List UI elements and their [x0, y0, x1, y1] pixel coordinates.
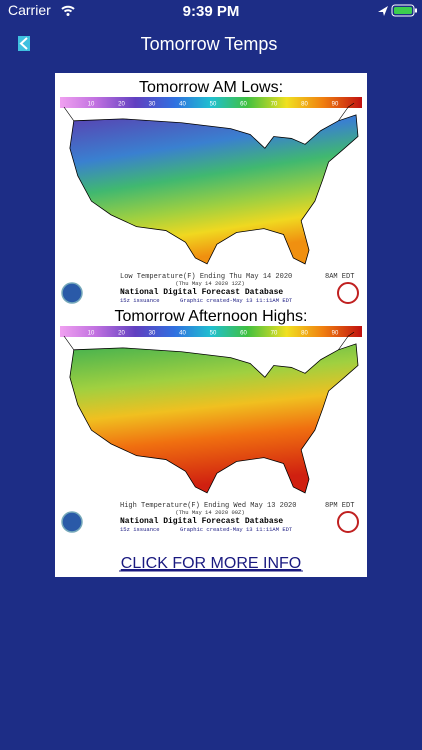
map	[63, 331, 359, 494]
scale-label: 50	[210, 331, 217, 337]
caption: Low Temperature(F) Ending Thu May 14 202…	[120, 273, 292, 281]
nws-logo	[337, 511, 359, 533]
caption-time: 8AM EDT	[325, 273, 354, 281]
issuance: 15z issuance	[120, 297, 160, 304]
scale-label: 90	[332, 331, 339, 337]
scale-label: 30	[149, 331, 156, 337]
battery	[391, 4, 415, 17]
nws-logo	[337, 282, 359, 304]
valid-time: (Thu May 14 2020 12Z)	[175, 280, 244, 287]
battery-level	[394, 7, 412, 14]
created: Graphic created-May 13 11:11AM EDT	[180, 297, 293, 304]
scale-label: 20	[118, 331, 125, 337]
scale-label: 10	[88, 102, 95, 108]
battery-tip	[415, 8, 417, 13]
scale-label: 90	[332, 102, 339, 108]
caption: High Temperature(F) Ending Wed May 13 20…	[120, 502, 296, 510]
canada-border	[63, 102, 355, 121]
weather-panel: Tomorrow Afternoon Highs: 10 20 30 40 50 60 70 8…	[60, 308, 362, 533]
scale-label: 80	[301, 331, 308, 337]
scale-label: 30	[149, 102, 156, 108]
location-icon	[378, 6, 388, 16]
scale-label: 50	[210, 102, 217, 108]
us-map	[69, 343, 359, 494]
panel-title: Tomorrow AM Lows:	[139, 79, 283, 96]
scale-label: 60	[240, 331, 247, 337]
panel-title: Tomorrow Afternoon Highs:	[115, 308, 308, 325]
wifi-icon	[61, 5, 75, 13]
scale-label: 10	[88, 331, 95, 337]
noaa-logo	[61, 282, 83, 304]
scale-label: 20	[118, 102, 125, 108]
canada-border	[63, 331, 355, 350]
caption-time: 8PM EDT	[325, 502, 354, 510]
scale-label: 60	[240, 102, 247, 108]
created: Graphic created-May 13 11:11AM EDT	[180, 526, 293, 533]
scale-label: 80	[301, 102, 308, 108]
scale-label: 40	[179, 102, 186, 108]
us-map	[69, 114, 359, 265]
more-info-link[interactable]: CLICK FOR MORE INFO	[121, 555, 301, 572]
color-scale	[60, 97, 362, 108]
database-name: National Digital Forecast Database	[120, 288, 283, 297]
wifi-dot	[66, 13, 70, 16]
weather-panel: Tomorrow AM Lows: 10 20 30 40 50 60 70 80 90 Low T…	[60, 79, 362, 304]
map	[63, 102, 359, 265]
carrier: Carrier	[8, 2, 51, 18]
back-chevron	[19, 37, 28, 50]
scale-label: 70	[271, 331, 278, 337]
back-button[interactable]	[18, 36, 30, 51]
noaa-logo	[61, 511, 83, 533]
scale-label: 40	[179, 331, 186, 337]
database-name: National Digital Forecast Database	[120, 517, 283, 526]
color-scale	[60, 326, 362, 337]
nav-title: Tomorrow Temps	[141, 34, 278, 54]
clock: 9:39 PM	[183, 3, 240, 20]
issuance: 15z issuance	[120, 526, 160, 533]
panels: Tomorrow AM Lows: 10 20 30 40 50 60 70 80 90 Low T…	[60, 79, 362, 533]
scale-label: 70	[271, 102, 278, 108]
valid-time: (Thu May 14 2020 00Z)	[175, 509, 244, 516]
